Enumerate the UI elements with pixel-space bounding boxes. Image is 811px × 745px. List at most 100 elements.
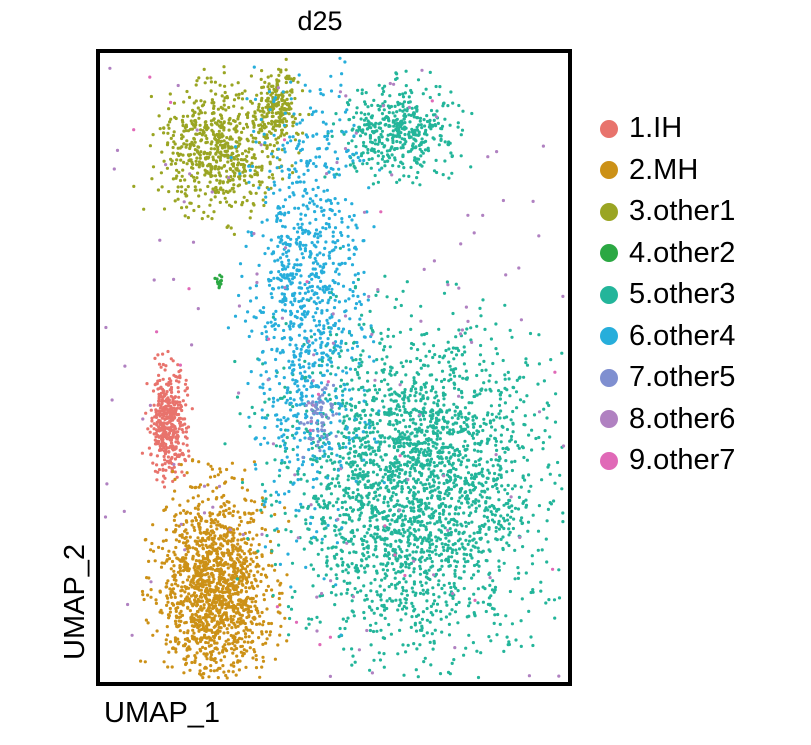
data-point <box>157 402 161 406</box>
data-point <box>443 117 447 121</box>
data-point <box>416 116 420 120</box>
data-point <box>407 95 411 99</box>
data-point <box>168 444 173 448</box>
data-point <box>403 530 407 534</box>
data-point <box>218 113 223 117</box>
data-point <box>376 180 380 184</box>
data-point <box>383 436 387 440</box>
data-point <box>178 448 182 452</box>
data-point <box>387 110 391 115</box>
data-point <box>395 518 399 522</box>
data-point <box>480 489 484 493</box>
data-point <box>350 404 354 408</box>
data-point <box>270 173 274 177</box>
data-point <box>239 590 243 594</box>
data-point <box>215 552 220 556</box>
data-point <box>497 412 501 416</box>
data-point <box>415 176 419 180</box>
data-point <box>449 455 453 459</box>
data-point <box>207 559 211 563</box>
data-point <box>254 594 258 598</box>
data-point <box>164 468 168 472</box>
data-point <box>429 108 434 113</box>
data-point <box>174 440 178 444</box>
data-point <box>275 141 279 145</box>
data-point <box>298 112 302 117</box>
data-point <box>457 600 461 605</box>
data-point <box>481 298 485 302</box>
data-point <box>234 673 238 677</box>
data-point <box>150 541 154 546</box>
data-point <box>344 341 348 346</box>
data-point <box>393 465 397 469</box>
data-point <box>477 550 481 554</box>
data-point <box>479 651 483 655</box>
data-point <box>416 675 420 679</box>
data-point <box>407 399 411 403</box>
data-point <box>209 122 213 126</box>
data-point <box>278 633 282 637</box>
data-point <box>274 119 278 123</box>
cluster-6-points <box>223 246 565 680</box>
data-point <box>249 543 253 547</box>
data-point <box>355 106 359 110</box>
data-point <box>178 566 182 570</box>
data-point <box>245 488 250 492</box>
data-point <box>207 162 211 166</box>
data-point <box>428 546 432 550</box>
data-point <box>225 136 229 140</box>
data-point <box>346 103 351 107</box>
data-point <box>335 172 339 176</box>
data-point <box>238 515 242 520</box>
data-point <box>398 471 402 476</box>
data-point <box>181 541 186 545</box>
data-point <box>191 557 195 561</box>
data-point <box>388 372 392 376</box>
data-point <box>205 626 209 631</box>
data-point <box>234 625 238 629</box>
data-point <box>284 57 288 62</box>
data-point <box>404 612 408 616</box>
data-point <box>304 626 308 630</box>
data-point <box>222 191 226 195</box>
data-point <box>471 463 476 467</box>
data-point <box>412 112 416 116</box>
data-point <box>166 613 171 617</box>
data-point <box>399 361 403 365</box>
data-point <box>437 490 441 494</box>
data-point <box>387 119 391 123</box>
data-point <box>340 549 344 554</box>
data-point <box>266 121 271 125</box>
data-point <box>167 408 171 412</box>
data-point <box>274 123 278 127</box>
data-point <box>176 584 180 588</box>
data-point <box>183 389 187 393</box>
data-point <box>412 570 416 574</box>
data-point <box>260 496 264 500</box>
data-point <box>156 470 160 474</box>
data-point <box>209 147 213 151</box>
data-point <box>172 140 176 144</box>
data-point <box>311 567 316 571</box>
data-point <box>174 374 178 379</box>
data-point <box>153 438 157 442</box>
data-point <box>242 648 246 652</box>
data-point <box>451 543 455 547</box>
data-point <box>390 153 394 157</box>
data-point <box>453 473 457 477</box>
data-point <box>213 518 218 522</box>
data-point <box>329 333 333 337</box>
data-point <box>146 427 150 431</box>
data-point <box>212 117 216 121</box>
data-point <box>327 486 331 490</box>
data-point <box>182 142 186 146</box>
data-point <box>434 552 438 556</box>
data-point <box>231 164 236 168</box>
data-point <box>195 79 199 83</box>
data-point <box>516 507 521 511</box>
data-point <box>171 151 175 155</box>
data-point <box>401 143 405 147</box>
data-point <box>376 161 380 165</box>
data-point <box>457 450 461 454</box>
data-point <box>203 120 207 124</box>
